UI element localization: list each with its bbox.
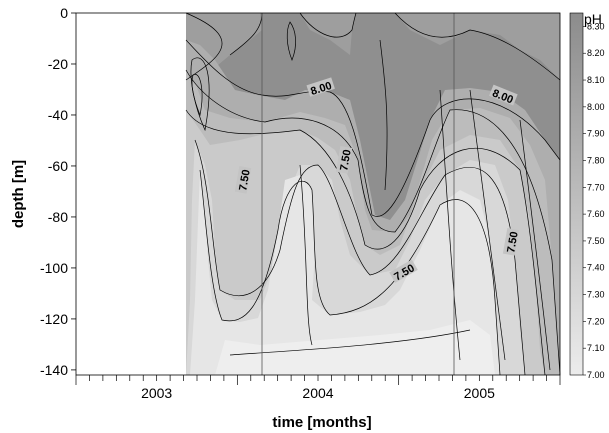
colorbar-tick-label: 7.00 bbox=[587, 370, 605, 380]
contour-label-bg bbox=[489, 84, 518, 106]
band-8-10 bbox=[186, 13, 560, 80]
colorbar-gradient bbox=[569, 12, 584, 376]
y-axis-title: depth [m] bbox=[10, 160, 27, 228]
y-tick-label: 0 bbox=[60, 5, 68, 21]
colorbar-tick-label: 8.10 bbox=[587, 75, 605, 85]
band-7-10 bbox=[215, 320, 495, 375]
band-7-30 bbox=[190, 170, 500, 375]
colorbar-tick-label: 7.40 bbox=[587, 263, 605, 273]
colorbar-tick-label: 7.30 bbox=[587, 290, 605, 300]
y-tick-label: -80 bbox=[48, 209, 68, 225]
contour-label-bg bbox=[234, 165, 252, 194]
contour-label-bg bbox=[502, 227, 520, 256]
y-tick-label: -100 bbox=[40, 260, 68, 276]
y-tick-label: -140 bbox=[40, 362, 68, 378]
colorbar-tick-label: 7.10 bbox=[587, 343, 605, 353]
contour-label: 7.50 bbox=[237, 169, 253, 192]
colorbar-tick-label: 7.80 bbox=[587, 155, 605, 165]
contour-field bbox=[185, 12, 561, 376]
contour-label: 7.50 bbox=[505, 231, 521, 254]
x-year-label: 2004 bbox=[302, 385, 333, 401]
colorbar-tick-label: 7.20 bbox=[587, 316, 605, 326]
y-tick-label: -120 bbox=[40, 311, 68, 327]
colorbar-tick-label: 8.00 bbox=[587, 102, 605, 112]
x-axis: 2003 2004 2005 bbox=[75, 375, 561, 401]
colorbar-title: pH bbox=[584, 11, 602, 27]
y-tick-label: -40 bbox=[48, 107, 68, 123]
y-axis: 0 -20 -40 -60 -80 -100 -120 -140 bbox=[40, 5, 76, 378]
year-gridlines bbox=[261, 13, 455, 375]
contour-label-bg bbox=[389, 259, 418, 283]
contour-label: 7.50 bbox=[338, 149, 354, 172]
colorbar-tick-label: 7.70 bbox=[587, 182, 605, 192]
contour-label-bg bbox=[306, 77, 335, 97]
x-axis-title: time [months] bbox=[272, 414, 371, 431]
colorbar: pH 8.30 8.20 8.10 8.00 7.90 7.80 7.70 7.60 7.50 7… bbox=[569, 11, 605, 380]
x-year-label: 2005 bbox=[464, 385, 495, 401]
colorbar-tick-label: 8.20 bbox=[587, 48, 605, 58]
colorbar-tick-label: 7.50 bbox=[587, 236, 605, 246]
x-year-label: 2003 bbox=[141, 385, 172, 401]
contour-label-bg bbox=[335, 145, 353, 174]
contour-labels: 8.00 8.007.507.507.507.50 bbox=[234, 77, 521, 283]
y-tick-label: -60 bbox=[48, 158, 68, 174]
colorbar-tick-label: 7.90 bbox=[587, 129, 605, 139]
colorbar-tick-label: 8.30 bbox=[587, 21, 605, 31]
colorbar-tick-label: 7.60 bbox=[587, 209, 605, 219]
y-tick-label: -20 bbox=[48, 56, 68, 72]
